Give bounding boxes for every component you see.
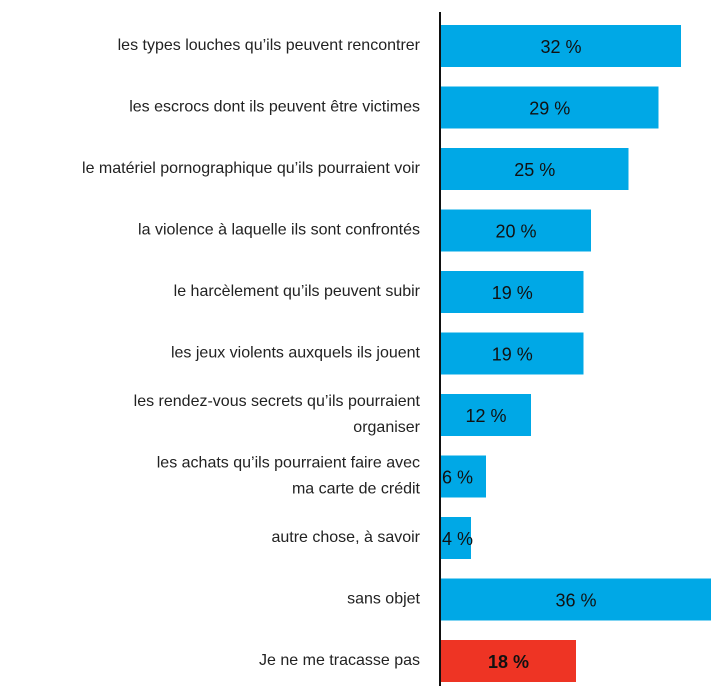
bar — [441, 209, 591, 252]
category-label: la violence à laquelle ils sont confront… — [138, 222, 420, 239]
bar — [441, 332, 584, 375]
value-label: 12 % — [465, 406, 506, 426]
value-label: 25 % — [514, 160, 555, 180]
category-label: les jeux violents auxquels ils jouent — [171, 345, 421, 362]
value-label: 6 % — [442, 467, 473, 487]
value-label: 36 % — [555, 590, 596, 610]
bar — [441, 578, 711, 621]
value-label: 19 % — [492, 283, 533, 303]
category-label: les escrocs dont ils peuvent être victim… — [129, 99, 420, 116]
bar — [441, 394, 531, 436]
bar — [441, 517, 471, 559]
bar — [441, 86, 659, 129]
category-label: le matériel pornographique qu’ils pourra… — [82, 160, 421, 177]
bar — [441, 148, 629, 190]
bar — [441, 640, 576, 682]
value-label: 29 % — [529, 98, 570, 118]
category-label: les types louches qu’ils peuvent rencont… — [118, 37, 421, 54]
value-label: 32 % — [540, 37, 581, 57]
bar — [441, 25, 681, 67]
category-label: autre chose, à savoir — [271, 529, 420, 546]
category-label: Je ne me tracasse pas — [259, 652, 420, 669]
value-label: 18 % — [488, 652, 529, 672]
bar — [441, 455, 486, 498]
category-label: les achats qu’ils pourraient faire avec m… — [157, 455, 421, 498]
value-label: 4 % — [442, 529, 473, 549]
value-label: 20 % — [495, 221, 536, 241]
bar — [441, 271, 584, 313]
value-label: 19 % — [492, 344, 533, 364]
category-label: les rendez-vous secrets qu’ils pourraien… — [134, 393, 421, 436]
category-label: sans objet — [347, 591, 420, 608]
category-label: le harcèlement qu’ils peuvent subir — [174, 283, 421, 300]
